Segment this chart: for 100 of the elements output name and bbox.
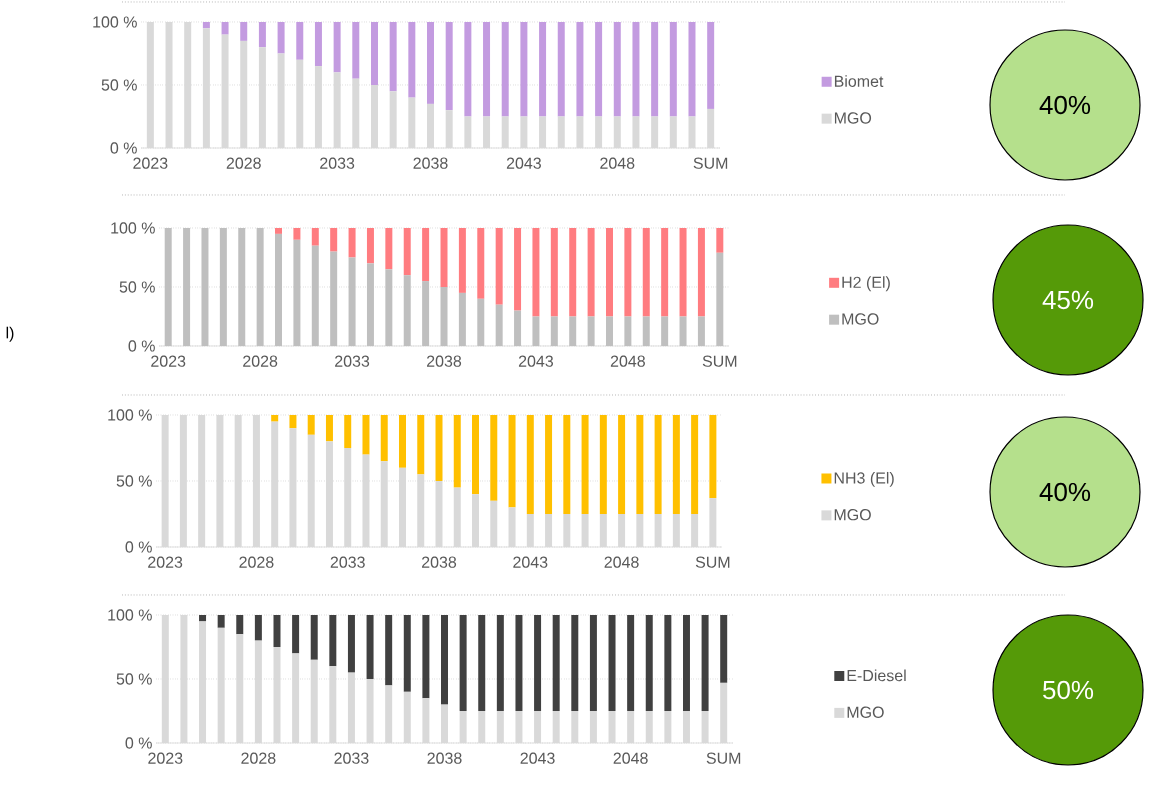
text: 45% [1042,290,1094,310]
bar [478,614,486,711]
x-tick-label: 2043 [506,157,541,169]
bar [293,227,301,240]
bar [691,414,699,514]
bar [458,227,466,293]
bar [576,21,584,117]
bar [534,614,542,711]
bar [514,310,522,346]
bar [514,227,522,311]
bar [417,414,425,475]
bar [654,414,662,514]
bar [385,269,393,346]
bar [389,21,397,92]
bar [352,21,360,79]
bar [398,414,406,468]
bar [661,227,669,317]
bar [501,21,509,117]
bar [385,227,393,270]
bar [464,21,472,117]
bar [333,21,341,73]
bar [587,316,595,346]
text: 40% [1039,95,1091,115]
bar [613,21,621,117]
bar [296,21,304,60]
bar [256,227,264,346]
bar [642,227,650,317]
x-tick-label: SUM [702,355,737,367]
bar [520,21,528,117]
bar [258,21,266,48]
bar [440,286,448,346]
bar [219,227,227,346]
bar [370,21,378,85]
bar [427,21,435,104]
y-tick-label: 50 % [116,475,152,487]
bar [608,614,616,711]
bar [495,304,503,346]
x-tick-label: SUM [706,752,741,764]
bar [408,21,416,98]
bar [532,227,540,317]
x-tick-label: 2028 [239,556,274,568]
bar [348,257,356,346]
bar [366,227,374,264]
bar [688,21,696,117]
bar [624,316,632,346]
bar [362,414,370,455]
x-tick-label: 2033 [330,556,365,568]
bar [716,227,724,253]
bar [563,414,571,514]
y-tick-label: 100 % [108,409,152,421]
bar [587,227,595,317]
x-tick-label: 2033 [320,157,355,169]
x-tick-label: 2048 [610,355,645,367]
x-tick-label: SUM [693,157,728,169]
bar [275,233,283,346]
bar [515,614,523,711]
bar [661,316,669,346]
bar [289,414,297,429]
x-tick-label: 2038 [427,355,462,367]
bar [490,414,498,501]
bar [477,298,485,346]
legend-label: E-Diesel [847,669,906,682]
bar [716,252,724,346]
bar [526,414,534,514]
bar [202,21,210,29]
bar [422,281,430,346]
x-tick-label: 2033 [335,355,370,367]
x-tick-label: 2023 [148,556,183,568]
bar [495,227,503,305]
bar [217,614,225,628]
bar [277,21,285,54]
bar [571,614,579,711]
legend-label: Biomet [834,75,884,87]
bar [508,414,516,508]
x-tick-label: 2028 [226,157,261,169]
x-tick-label: 2043 [513,556,548,568]
bar [581,414,589,514]
bar [669,21,677,117]
bar [330,227,338,252]
bar [605,316,613,346]
x-tick-label: 2048 [600,157,635,169]
bar [539,21,547,117]
bar [569,227,577,317]
bar [550,227,558,317]
y-tick-label: 0 % [128,340,155,352]
y-tick-label: 100 % [93,16,137,28]
bar [329,614,337,667]
bar [642,316,650,346]
x-tick-label: 2028 [241,752,276,764]
bar [569,316,577,346]
bar [589,614,597,711]
x-tick-label: 2023 [151,355,186,367]
legend-label: MGO [842,313,879,325]
bar [403,275,411,346]
bar [679,227,687,317]
bar [344,414,352,448]
bar [459,614,467,711]
bar [636,414,644,514]
legend-label: NH3 (El) [834,471,894,487]
y-tick-label: 50 % [116,673,152,685]
